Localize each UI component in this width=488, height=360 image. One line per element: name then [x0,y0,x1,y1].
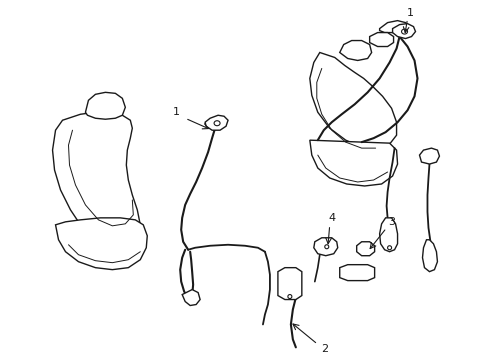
Polygon shape [379,21,407,32]
Ellipse shape [324,245,328,249]
Ellipse shape [401,29,407,34]
Polygon shape [339,265,374,280]
Polygon shape [56,218,147,270]
Polygon shape [309,53,396,148]
Text: 1: 1 [172,107,179,117]
Text: 1: 1 [406,8,413,18]
Polygon shape [277,268,301,300]
Polygon shape [419,148,439,164]
Text: 3: 3 [387,217,394,227]
Polygon shape [422,240,437,272]
Ellipse shape [214,121,220,126]
Polygon shape [204,115,227,130]
Polygon shape [52,112,140,244]
Ellipse shape [287,294,291,298]
Polygon shape [369,32,393,46]
Text: 2: 2 [321,345,327,354]
Polygon shape [356,242,374,256]
Polygon shape [379,218,397,252]
Polygon shape [313,238,337,256]
Polygon shape [182,289,200,306]
Polygon shape [392,24,415,39]
Polygon shape [309,140,397,186]
Text: 4: 4 [327,213,335,223]
Polygon shape [85,92,125,119]
Ellipse shape [387,246,391,250]
Polygon shape [339,41,371,60]
